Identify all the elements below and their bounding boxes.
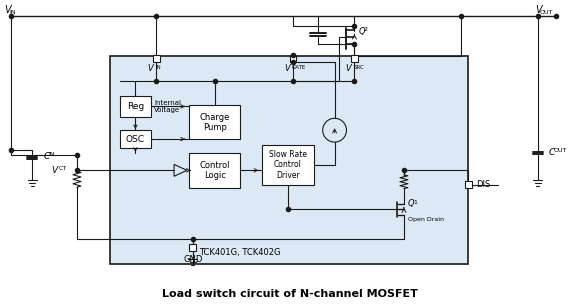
Text: CT: CT [59,166,67,171]
Bar [262,145,314,185]
Text: V: V [5,5,11,15]
Text: DIS: DIS [476,180,491,189]
Text: V: V [284,64,290,73]
Text: Reg: Reg [127,102,144,111]
Text: 2: 2 [363,27,367,32]
Text: Control
Logic: Control Logic [200,161,230,180]
Bar [153,56,160,62]
Bar [119,95,151,117]
Text: V: V [51,166,57,175]
Text: V: V [346,64,351,73]
Text: V: V [147,64,153,73]
Text: Q: Q [358,27,365,36]
Text: Open Drain: Open Drain [408,217,444,222]
Text: 1: 1 [413,199,417,205]
Text: Load switch circuit of N-channel MOSFET: Load switch circuit of N-channel MOSFET [162,289,418,299]
Text: TCK401G, TCK402G: TCK401G, TCK402G [199,248,280,257]
Text: OSC: OSC [126,135,145,144]
Bar [189,153,241,188]
Bar [110,56,469,264]
Text: IN: IN [10,10,16,15]
Bar [190,244,197,251]
Bar [351,56,358,62]
Text: Internal
Voltage: Internal Voltage [154,100,181,113]
Text: IN: IN [48,152,55,157]
Bar [119,130,151,148]
Text: GATE: GATE [292,65,306,70]
Text: GND: GND [183,254,202,264]
Bar [189,106,241,139]
Text: OUT: OUT [540,10,553,15]
Bar [289,56,296,62]
Text: Charge
Pump: Charge Pump [200,113,230,132]
Text: IN: IN [155,65,161,70]
Text: C: C [44,152,49,161]
Text: SRC: SRC [353,65,364,70]
Text: OUT: OUT [553,148,567,152]
Text: Slow Rate
Control
Driver: Slow Rate Control Driver [269,150,307,180]
Text: C: C [549,148,555,156]
Bar [465,181,472,188]
Text: Q: Q [408,199,415,208]
Text: V: V [535,5,541,15]
